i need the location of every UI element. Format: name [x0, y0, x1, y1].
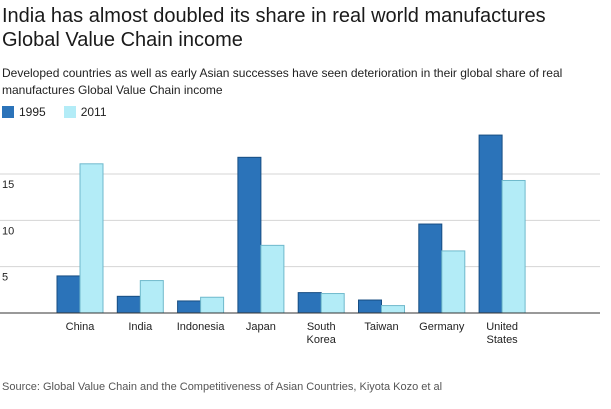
x-category-label: United [486, 321, 518, 333]
bar-germany-2011 [441, 250, 466, 314]
x-category-label: States [487, 334, 519, 346]
x-category-label: South [307, 321, 336, 333]
bar-indonesia-1995 [177, 300, 202, 314]
bar-south-korea-2011 [320, 293, 345, 314]
y-tick-label-5: 5 [2, 272, 8, 284]
x-category-label: Indonesia [177, 321, 226, 333]
bar-germany-1995 [418, 223, 443, 314]
bar-india-2011 [139, 280, 164, 314]
x-category-label: Germany [419, 321, 465, 333]
y-tick-label-15: 15 [2, 179, 14, 191]
legend-item-2011: 2011 [63, 105, 107, 119]
bar-india-1995 [116, 295, 141, 314]
bar-indonesia-2011 [200, 296, 225, 314]
x-category-label: India [128, 321, 153, 333]
legend-label-2011: 2011 [80, 105, 107, 119]
bar-china-1995 [56, 275, 81, 314]
chart-subtitle: Developed countries as well as early Asi… [2, 66, 563, 97]
bar-united-states-1995 [478, 134, 503, 314]
y-tick-label-10: 10 [2, 225, 14, 237]
bar-japan-1995 [237, 156, 262, 314]
source-note: Source: Global Value Chain and the Compe… [2, 381, 443, 393]
bar-china-2011 [79, 163, 104, 314]
bar-taiwan-2011 [381, 305, 405, 314]
bar-united-states-2011 [501, 179, 526, 314]
x-category-label: Japan [246, 321, 276, 333]
x-category-label: Taiwan [364, 321, 398, 333]
x-category-label: China [66, 321, 96, 333]
chart-title: India has almost doubled its share in re… [2, 5, 546, 51]
legend: 1995 2011 [2, 104, 125, 120]
bar-south-korea-1995 [297, 292, 322, 314]
bar-taiwan-1995 [358, 299, 382, 314]
x-category-label: Korea [307, 334, 337, 346]
legend-item-1995: 1995 [2, 105, 46, 119]
bar-japan-2011 [260, 244, 285, 314]
legend-label-1995: 1995 [19, 105, 46, 119]
legend-swatch-2011 [63, 106, 76, 118]
legend-swatch-1995 [2, 106, 14, 118]
